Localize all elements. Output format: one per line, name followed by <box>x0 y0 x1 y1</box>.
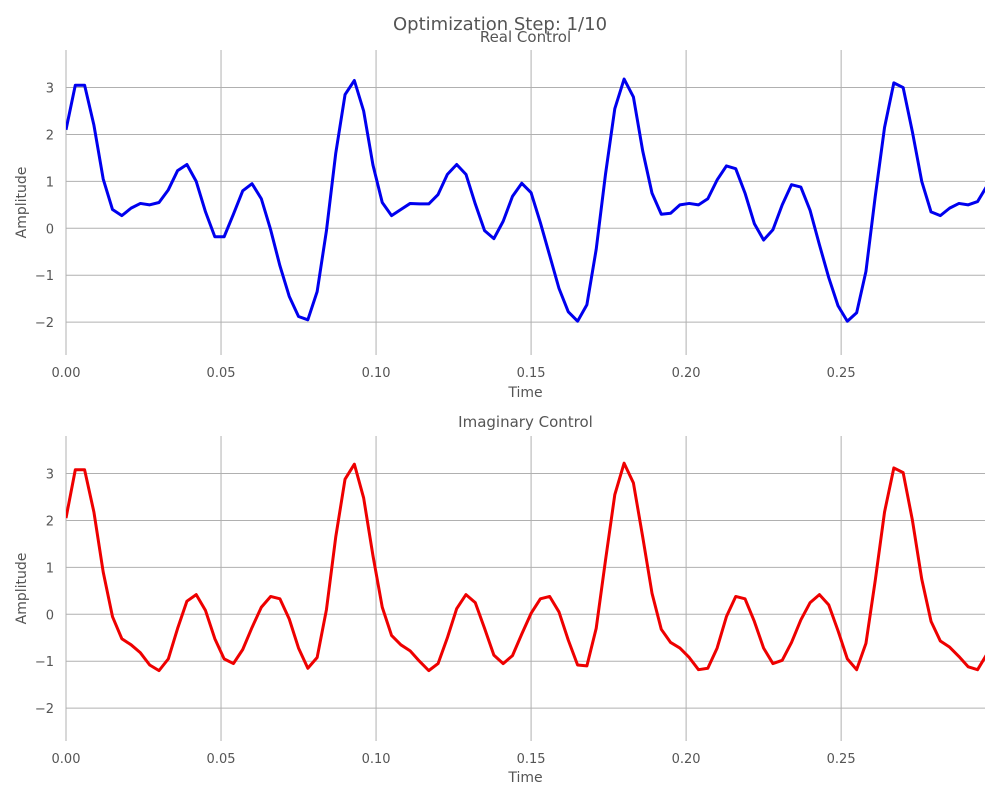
imaginary-control-xtick-label: 0.05 <box>207 752 236 767</box>
imaginary-control-title: Imaginary Control <box>458 413 593 431</box>
real-control-ytick-label: −2 <box>35 316 54 331</box>
real-control-ytick-label: −1 <box>35 269 54 284</box>
real-control-xlabel: Time <box>507 385 542 401</box>
imaginary-control-xtick-label: 0.25 <box>827 752 856 767</box>
real-control-xtick-label: 0.10 <box>362 366 391 381</box>
imaginary-control-ytick-label: 2 <box>46 514 54 529</box>
real-control-series-line <box>66 77 985 323</box>
imaginary-control-ytick-label: 0 <box>46 608 54 623</box>
imaginary-control-ytick-label: −2 <box>35 702 54 717</box>
imaginary-control-ytick-label: 3 <box>46 468 54 483</box>
real-control-xtick-label: 0.15 <box>517 366 546 381</box>
real-control-xtick-label: 0.25 <box>827 366 856 381</box>
imaginary-control-series-line <box>66 461 985 673</box>
real-control-ytick-label: 0 <box>46 222 54 237</box>
imaginary-control-ytick-label: −1 <box>35 655 54 670</box>
figure-suptitle: Optimization Step: 1/10 <box>393 14 607 35</box>
imaginary-control-xlabel: Time <box>507 770 542 786</box>
real-control-title: Real Control <box>480 28 571 46</box>
imaginary-control-xtick-label: 0.10 <box>362 752 391 767</box>
imaginary-control-ytick-label: 1 <box>46 561 54 576</box>
real-control-ytick-label: 3 <box>46 82 54 97</box>
real-control-xtick-label: 0.05 <box>207 366 236 381</box>
real-control-plot: 0.00 0.05 0.10 0.15 0.20 0.25 −2 −1 0 1 2 3 Real Con… <box>14 28 985 401</box>
imaginary-control-plot: 0.00 0.05 0.10 0.15 0.20 0.25 −2 −1 0 1 2 3 Imaginar… <box>14 413 985 786</box>
imaginary-control-ylabel: Amplitude <box>14 553 30 625</box>
real-control-xtick-label: 0.00 <box>52 366 81 381</box>
imaginary-control-xtick-label: 0.15 <box>517 752 546 767</box>
real-control-ytick-label: 1 <box>46 175 54 190</box>
imaginary-control-xtick-label: 0.20 <box>672 752 701 767</box>
imaginary-control-xtick-label: 0.00 <box>52 752 81 767</box>
real-control-ylabel: Amplitude <box>14 167 30 239</box>
real-control-xtick-label: 0.20 <box>672 366 701 381</box>
real-control-ytick-label: 2 <box>46 128 54 143</box>
